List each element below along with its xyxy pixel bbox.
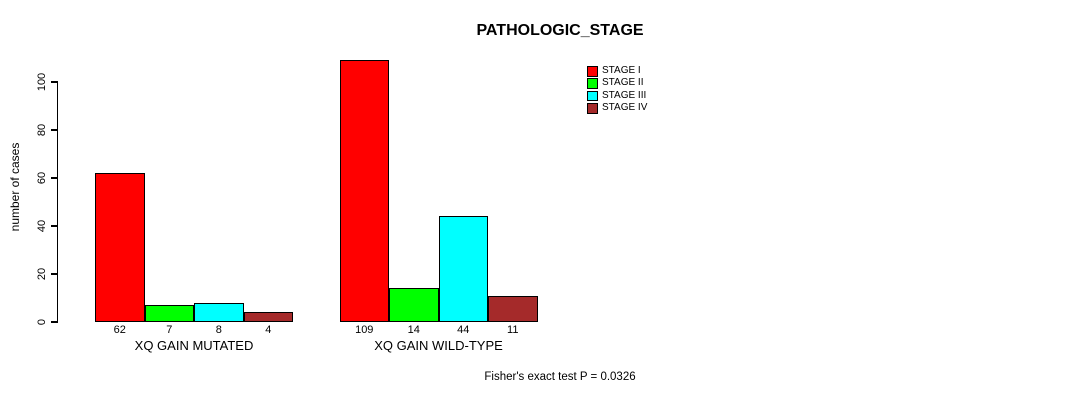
bar-value-label: 44 (457, 324, 470, 336)
y-tick (51, 177, 58, 179)
chart-title: PATHOLOGIC_STAGE (476, 22, 644, 39)
bar-stage-iv-group-1 (243, 312, 293, 322)
y-tick-label: 60 (36, 171, 48, 185)
legend-label: STAGE III (602, 89, 647, 101)
y-tick-label: 20 (36, 267, 48, 281)
bar-stage-iii-group-1 (194, 302, 244, 322)
y-tick (51, 273, 58, 275)
category-label: XQ GAIN WILD-TYPE (374, 338, 503, 353)
legend-swatch (587, 66, 598, 77)
y-tick-label: 100 (36, 72, 48, 92)
bar-stage-ii-group-2 (389, 288, 439, 322)
y-axis-line (57, 82, 59, 323)
y-tick-label: 40 (36, 219, 48, 233)
bar-value-label: 7 (166, 324, 173, 336)
bar-value-label: 109 (355, 324, 374, 336)
bar-stage-i-group-1 (95, 173, 145, 322)
y-tick-label: 80 (36, 123, 48, 137)
bar-stage-i-group-2 (339, 60, 389, 322)
y-tick (51, 81, 58, 83)
y-tick (51, 225, 58, 227)
legend-swatch (587, 103, 598, 114)
bar-stage-ii-group-1 (144, 305, 194, 322)
bar-value-label: 8 (215, 324, 222, 336)
bar-stage-iii-group-2 (438, 216, 488, 322)
bar-value-label: 4 (265, 324, 272, 336)
y-tick-label: 0 (36, 318, 48, 326)
legend-swatch (587, 90, 598, 102)
legend-label: STAGE I (602, 65, 641, 76)
y-tick (51, 129, 58, 131)
bar-stage-iv-group-2 (488, 295, 538, 322)
annotation-text: Fisher's exact test P = 0.0326 (484, 371, 636, 383)
y-axis-label: number of cases (8, 142, 22, 232)
legend-swatch (587, 78, 598, 89)
bar-value-label: 62 (113, 324, 126, 336)
bar-value-label: 11 (507, 324, 519, 336)
legend-label: STAGE II (602, 77, 644, 89)
y-tick (51, 321, 58, 323)
legend-label: STAGE IV (602, 102, 648, 114)
category-label: XQ GAIN MUTATED (134, 338, 254, 353)
bar-value-label: 14 (407, 324, 420, 336)
